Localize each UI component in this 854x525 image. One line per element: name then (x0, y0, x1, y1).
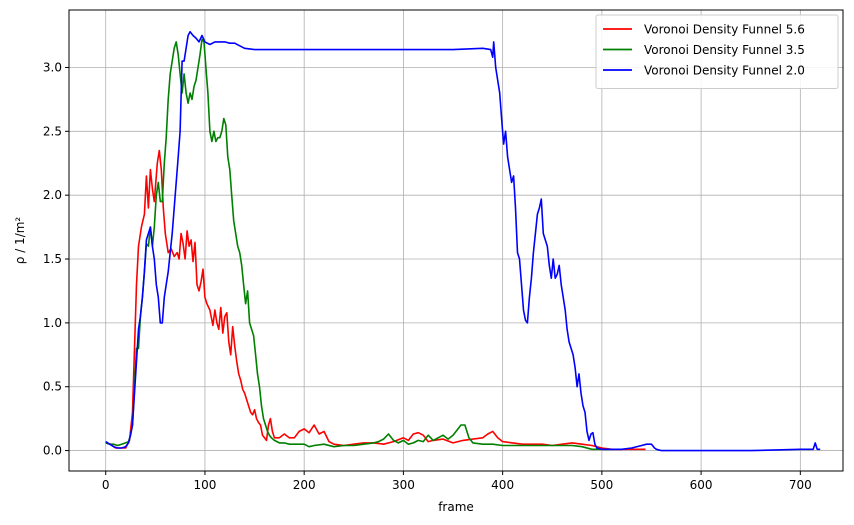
y-tick-label: 1.5 (43, 252, 62, 266)
x-tick-label: 700 (789, 478, 812, 492)
plot-frame (68, 9, 844, 472)
series-layer (105, 30, 821, 452)
legend-label-1: Voronoi Density Funnel 5.6 (644, 23, 805, 37)
x-tick-label: 200 (293, 478, 316, 492)
y-tick-label: 0.5 (43, 380, 62, 394)
x-axis-label: frame (438, 500, 474, 514)
x-tick-label: 0 (102, 478, 110, 492)
y-tick-label: 2.0 (43, 188, 62, 202)
y-axis-label: ρ / 1/m² (13, 217, 27, 265)
legend: Voronoi Density Funnel 5.6 Voronoi Densit… (595, 14, 839, 89)
ticks: 0 100 200 300 400 500 600 700 0.0 0.5 1.0 1.5 2.0 2.5… (43, 60, 812, 492)
series-line-3 (105, 30, 821, 452)
y-tick-label: 3.0 (43, 60, 62, 74)
x-tick-label: 500 (590, 478, 613, 492)
x-tick-label: 400 (491, 478, 514, 492)
legend-label-3: Voronoi Density Funnel 2.0 (644, 64, 805, 78)
legend-entries: Voronoi Density Funnel 5.6 Voronoi Densit… (603, 23, 805, 78)
y-tick-label: 1.0 (43, 316, 62, 330)
legend-box (595, 14, 839, 89)
series-line-1 (105, 149, 646, 451)
y-tick-label: 2.5 (43, 124, 62, 138)
y-tick-label: 0.0 (43, 444, 62, 458)
legend-label-2: Voronoi Density Funnel 3.5 (644, 43, 805, 57)
x-tick-label: 100 (193, 478, 216, 492)
x-tick-label: 600 (690, 478, 713, 492)
x-tick-label: 300 (392, 478, 415, 492)
series-line-2 (105, 38, 612, 451)
